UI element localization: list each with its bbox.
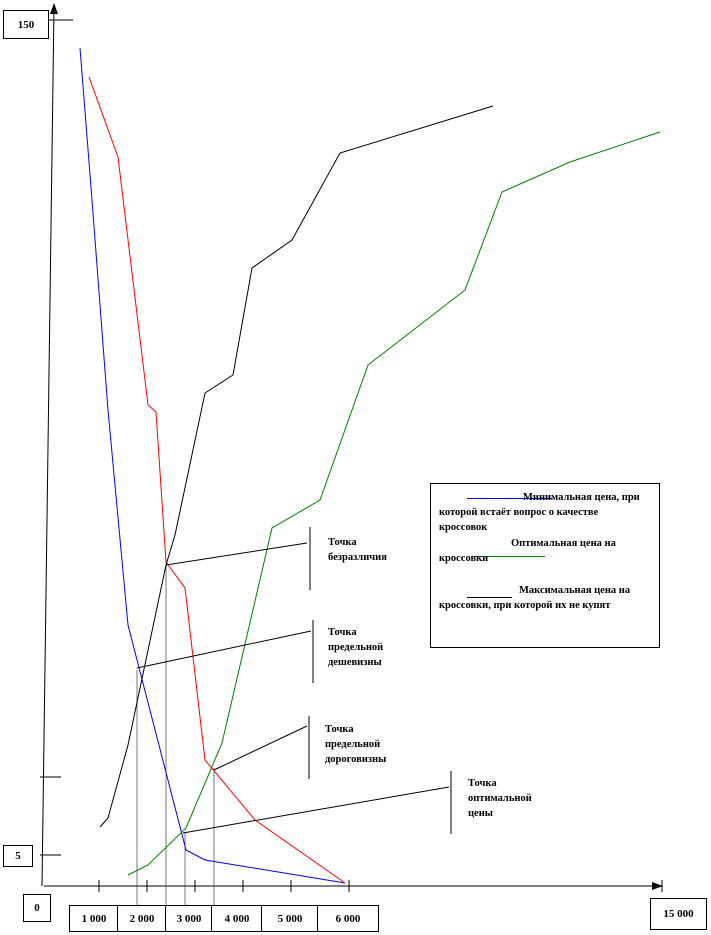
x-label-15000: 15 000	[650, 898, 707, 930]
legend-swatch-blue	[467, 498, 552, 499]
x-tick-label-1000: 1 000	[69, 905, 119, 932]
callout-line-indifference	[165, 542, 308, 566]
series-optimal-price-line	[127, 131, 661, 876]
callout-line-optimal	[182, 786, 450, 834]
legend: Минимальная цена, при которой встаёт воп…	[430, 483, 660, 648]
legend-item-max-price: Максимальная цена на кроссовки, при кото…	[439, 585, 631, 611]
x-axis-arrow	[652, 882, 663, 890]
callout-line-expensiveness	[213, 725, 308, 771]
y-label-5: 5	[3, 845, 33, 867]
x-tick-label-4000: 4 000	[211, 905, 263, 932]
callout-indifference: Точка безразличия	[328, 537, 387, 563]
legend-item-optimal-price: Оптимальная цена на кроссовки	[439, 538, 616, 564]
legend-swatch-green	[475, 556, 545, 557]
series-layer	[79, 47, 661, 884]
series-black-line	[99, 105, 494, 828]
y-axis	[41, 6, 55, 887]
legend-swatch-black	[467, 597, 512, 598]
series-min-price-line	[79, 47, 346, 884]
legend-item-min-price: Минимальная цена, при которой встаёт воп…	[439, 492, 640, 533]
x-tick-label-6000: 6 000	[317, 905, 379, 932]
x-tick-label-3000: 3 000	[165, 905, 213, 932]
x-label-origin: 0	[23, 894, 51, 922]
callout-line-cheapness	[136, 630, 312, 669]
y-label-150: 150	[3, 10, 49, 39]
series-max-price-line	[88, 76, 346, 884]
x-tick-label-2000: 2 000	[117, 905, 167, 932]
callout-expensiveness: Точка предельной дороговизны	[325, 724, 387, 765]
callout-optimal: Точка оптимальной цены	[468, 778, 532, 819]
y-axis-arrow	[50, 3, 58, 14]
callout-cheapness: Точка предельной дешевизны	[328, 627, 384, 668]
x-tick-label-5000: 5 000	[261, 905, 319, 932]
